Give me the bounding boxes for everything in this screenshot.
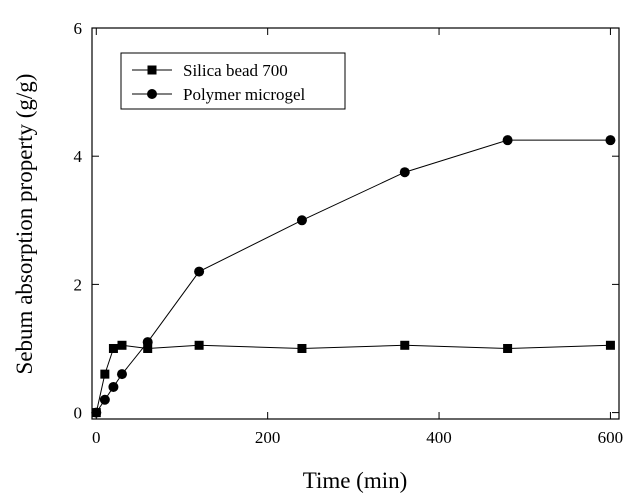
data-point-circle [399, 167, 410, 178]
legend-label-microgel: Polymer microgel [183, 85, 306, 104]
data-point-square [400, 340, 410, 350]
data-point-square [605, 340, 615, 350]
data-point-circle [502, 135, 513, 146]
data-point-square [297, 343, 307, 353]
legend-marker-microgel [147, 89, 157, 99]
data-point-square [117, 340, 127, 350]
series-lines [95, 139, 611, 413]
x-axis-title: Time (min) [303, 468, 408, 493]
y-tick-label: 6 [74, 19, 83, 38]
legend-marker-silica [147, 65, 157, 75]
data-point-circle [116, 369, 127, 380]
data-point-circle [108, 381, 119, 392]
y-tick-label: 0 [74, 404, 83, 423]
tick-labels: 0 200 400 600 0 2 4 6 [74, 19, 624, 447]
data-point-square [143, 343, 153, 353]
data-point-square [100, 369, 110, 379]
data-point-square [194, 340, 204, 350]
x-tick-label: 400 [426, 428, 452, 447]
series-line-1 [95, 139, 611, 413]
data-point-circle [99, 394, 110, 405]
legend-box [120, 52, 346, 110]
y-axis-title: Sebum absorption property (g/g) [12, 74, 37, 375]
data-point-circle [91, 407, 102, 418]
series-markers [91, 135, 616, 418]
legend: Silica bead 700 Polymer microgel [120, 52, 346, 110]
y-tick-label: 2 [74, 275, 83, 294]
data-point-square [503, 343, 513, 353]
data-point-square [108, 343, 118, 353]
plot-frame [91, 27, 620, 420]
data-point-circle [142, 337, 153, 348]
x-tick-label: 600 [598, 428, 624, 447]
series-line-0 [95, 344, 611, 413]
data-point-circle [296, 215, 307, 226]
data-point-circle [605, 135, 616, 146]
x-tick-label: 200 [255, 428, 281, 447]
legend-label-silica: Silica bead 700 [183, 61, 288, 80]
x-tick-label: 0 [92, 428, 101, 447]
data-point-circle [194, 266, 205, 277]
y-tick-label: 4 [74, 147, 83, 166]
